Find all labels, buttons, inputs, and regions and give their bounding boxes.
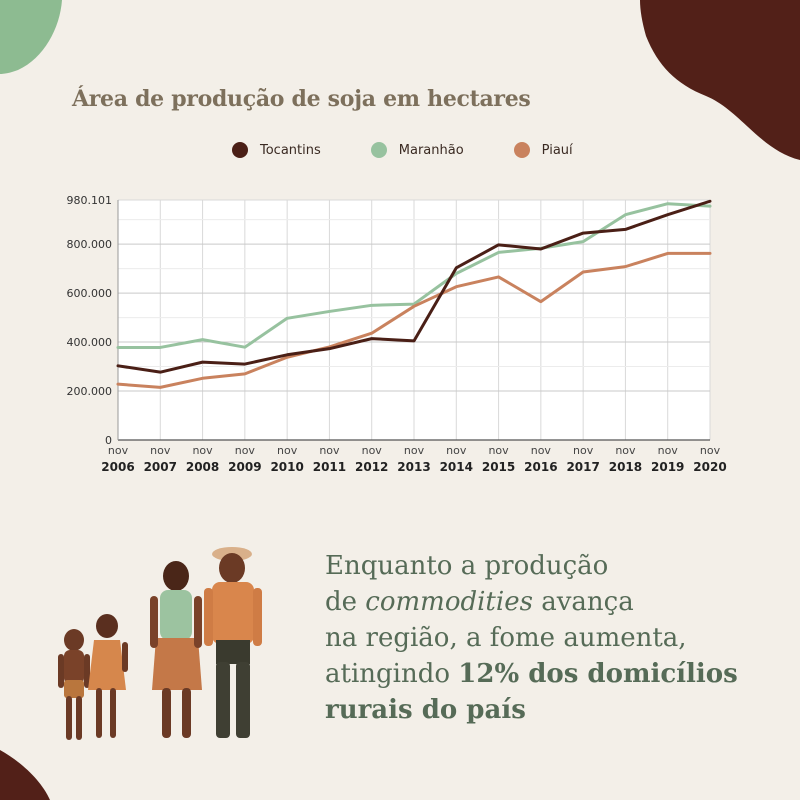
legend-item-piaui: Piauí bbox=[513, 142, 573, 158]
x-tick-month: nov bbox=[700, 444, 721, 457]
caption-text: Enquanto a produção de commodities avanç… bbox=[325, 548, 738, 728]
caption-line-4-prefix: atingindo bbox=[325, 659, 459, 689]
caption-highlight-1: 12% dos domicílios bbox=[458, 659, 738, 689]
line-chart: 0 200.000 400.000 600.000 800.000 980.101 nov… bbox=[67, 194, 727, 474]
caption-commodities: commodities bbox=[365, 587, 533, 617]
chart-series-group bbox=[116, 199, 712, 389]
legend-dot-piaui bbox=[513, 142, 530, 158]
y-tick-label: 400.000 bbox=[67, 336, 113, 349]
caption-line-1: Enquanto a produção bbox=[325, 551, 609, 581]
x-tick-label: 2007 bbox=[144, 460, 177, 474]
legend-dot-maranhao bbox=[370, 142, 387, 158]
x-tick-label: 2014 bbox=[440, 460, 473, 474]
y-tick-label: 200.000 bbox=[67, 385, 113, 398]
legend-dot-tocantins bbox=[232, 142, 248, 158]
x-tick-label: 2013 bbox=[397, 460, 430, 474]
caption-line-2-suffix: avança bbox=[532, 587, 634, 617]
y-tick-labels: 0 200.000 400.000 600.000 800.000 980.101 bbox=[67, 194, 113, 447]
x-tick-month: nov bbox=[150, 444, 171, 457]
x-tick-month: nov bbox=[488, 444, 509, 457]
x-tick-month: nov bbox=[319, 444, 340, 457]
x-tick-label: 2015 bbox=[482, 460, 515, 474]
x-tick-month: nov bbox=[531, 444, 552, 457]
x-tick-label: 2008 bbox=[186, 460, 219, 474]
series-line-piaui bbox=[116, 251, 712, 389]
series-line-maranhao bbox=[116, 202, 712, 349]
x-tick-month: nov bbox=[192, 444, 213, 457]
x-tick-month: nov bbox=[235, 444, 256, 457]
x-tick-label: 2010 bbox=[270, 460, 303, 474]
x-tick-label: 2009 bbox=[228, 460, 261, 474]
caption-line-3: na região, a fome aumenta, bbox=[325, 623, 687, 653]
man-figure bbox=[204, 547, 262, 738]
legend-label-maranhao: Maranhão bbox=[398, 142, 464, 158]
caption-highlight-2: rurais do país bbox=[325, 695, 526, 725]
x-tick-label: 2012 bbox=[355, 460, 388, 474]
x-tick-label: 2020 bbox=[693, 460, 726, 474]
legend-label-tocantins: Tocantins bbox=[260, 142, 321, 158]
x-tick-month: nov bbox=[108, 444, 129, 457]
x-tick-month: nov bbox=[404, 444, 425, 457]
x-tick-month: nov bbox=[615, 444, 636, 457]
x-tick-label: 2016 bbox=[524, 460, 557, 474]
x-tick-label: 2018 bbox=[609, 460, 642, 474]
x-tick-month: nov bbox=[573, 444, 594, 457]
x-tick-month: nov bbox=[446, 444, 467, 457]
x-tick-label: 2006 bbox=[101, 460, 134, 474]
chart-legend: Tocantins Maranhão Piauí bbox=[232, 142, 573, 158]
family-illustration bbox=[58, 547, 262, 740]
y-tick-label: 800.000 bbox=[67, 238, 113, 251]
legend-item-tocantins: Tocantins bbox=[232, 142, 321, 158]
x-tick-month: nov bbox=[658, 444, 679, 457]
y-tick-label: 0 bbox=[105, 434, 112, 447]
series-line-tocantins bbox=[116, 199, 712, 374]
chart-title: Área de produção de soja em hectares bbox=[72, 86, 531, 112]
y-tick-label: 980.101 bbox=[67, 194, 113, 207]
woman-figure bbox=[150, 561, 202, 738]
y-tick-label: 600.000 bbox=[67, 287, 113, 300]
legend-label-piaui: Piauí bbox=[541, 142, 573, 158]
x-tick-label: 2011 bbox=[313, 460, 346, 474]
child-figure-1 bbox=[58, 629, 90, 740]
x-tick-label: 2019 bbox=[651, 460, 684, 474]
child-figure-2 bbox=[88, 614, 128, 738]
x-tick-labels: nov 2006 nov 2007 nov 2008 nov 2009 nov 2010 nov 20… bbox=[101, 444, 726, 474]
chart-axes bbox=[117, 200, 710, 441]
legend-item-maranhao: Maranhão bbox=[370, 142, 464, 158]
x-tick-label: 2017 bbox=[566, 460, 599, 474]
x-tick-month: nov bbox=[277, 444, 298, 457]
x-tick-month: nov bbox=[362, 444, 383, 457]
caption-line-2-prefix: de bbox=[325, 587, 366, 617]
